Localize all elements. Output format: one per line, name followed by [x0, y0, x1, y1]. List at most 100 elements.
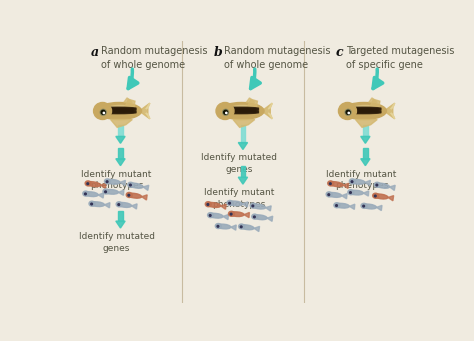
Ellipse shape [220, 108, 259, 111]
Circle shape [91, 203, 92, 205]
Ellipse shape [253, 215, 267, 220]
Circle shape [374, 195, 376, 197]
Polygon shape [143, 185, 149, 190]
Polygon shape [388, 196, 393, 201]
Ellipse shape [329, 182, 343, 187]
Polygon shape [391, 113, 395, 119]
Polygon shape [244, 212, 249, 218]
Ellipse shape [108, 105, 133, 112]
Bar [363, 148, 368, 159]
Ellipse shape [228, 201, 242, 206]
Ellipse shape [229, 212, 244, 217]
Ellipse shape [103, 189, 109, 194]
Ellipse shape [335, 203, 349, 208]
Polygon shape [342, 194, 347, 199]
Polygon shape [120, 180, 126, 186]
Ellipse shape [86, 182, 100, 187]
Polygon shape [391, 103, 395, 109]
Text: c: c [336, 46, 344, 59]
Ellipse shape [206, 203, 221, 207]
Circle shape [223, 109, 228, 115]
Polygon shape [376, 205, 382, 211]
Ellipse shape [216, 103, 234, 119]
Ellipse shape [90, 202, 104, 207]
Ellipse shape [240, 225, 254, 230]
Circle shape [101, 110, 105, 114]
Circle shape [240, 226, 242, 228]
Ellipse shape [129, 183, 143, 188]
Circle shape [252, 205, 254, 207]
Polygon shape [238, 143, 247, 149]
Polygon shape [246, 99, 257, 110]
Text: Targeted mutagenesis
of specific gene: Targeted mutagenesis of specific gene [346, 46, 455, 70]
Circle shape [103, 112, 105, 114]
Circle shape [226, 112, 227, 114]
Bar [118, 125, 123, 136]
Ellipse shape [250, 203, 256, 208]
Bar [118, 211, 123, 221]
Polygon shape [132, 204, 137, 209]
Text: Random mutagenesis
of whole genome: Random mutagenesis of whole genome [101, 46, 208, 70]
Ellipse shape [374, 182, 380, 187]
Circle shape [217, 225, 219, 227]
Ellipse shape [215, 223, 221, 228]
Polygon shape [118, 190, 124, 195]
Polygon shape [356, 119, 377, 127]
Polygon shape [343, 183, 349, 189]
Text: Identify mutated
genes: Identify mutated genes [79, 232, 155, 253]
Ellipse shape [104, 190, 118, 194]
Circle shape [207, 204, 209, 205]
Ellipse shape [98, 112, 136, 114]
Ellipse shape [343, 112, 381, 114]
Polygon shape [124, 99, 135, 110]
Circle shape [230, 213, 232, 215]
Ellipse shape [350, 179, 365, 184]
Bar [363, 125, 368, 136]
Ellipse shape [362, 204, 376, 209]
Circle shape [346, 110, 350, 114]
Ellipse shape [85, 181, 91, 186]
Circle shape [118, 204, 119, 205]
Circle shape [87, 183, 89, 184]
Ellipse shape [227, 201, 233, 206]
Ellipse shape [219, 103, 264, 119]
Polygon shape [233, 119, 255, 127]
Ellipse shape [334, 203, 340, 208]
Polygon shape [146, 113, 150, 119]
Circle shape [229, 202, 230, 204]
Polygon shape [349, 204, 355, 209]
Ellipse shape [228, 211, 235, 216]
Ellipse shape [349, 190, 363, 195]
Polygon shape [242, 202, 248, 207]
Ellipse shape [128, 182, 134, 187]
Bar [241, 166, 245, 177]
Circle shape [100, 109, 106, 115]
Circle shape [345, 109, 351, 115]
Text: Identify mutated
genes: Identify mutated genes [201, 153, 277, 174]
Ellipse shape [343, 110, 381, 112]
Ellipse shape [349, 179, 356, 184]
Circle shape [351, 181, 353, 182]
Text: b: b [213, 46, 222, 59]
Ellipse shape [104, 179, 110, 184]
Polygon shape [142, 195, 147, 200]
Polygon shape [104, 203, 110, 208]
Ellipse shape [98, 107, 136, 109]
Ellipse shape [252, 214, 258, 219]
Polygon shape [369, 98, 377, 103]
Circle shape [376, 184, 378, 186]
Ellipse shape [342, 103, 386, 119]
Circle shape [363, 205, 365, 207]
Ellipse shape [97, 103, 142, 119]
Circle shape [350, 192, 351, 193]
Ellipse shape [231, 105, 255, 112]
Polygon shape [116, 159, 125, 166]
Circle shape [328, 194, 329, 195]
Ellipse shape [251, 204, 265, 209]
Circle shape [105, 191, 107, 193]
Polygon shape [98, 193, 104, 198]
Circle shape [254, 216, 255, 218]
Polygon shape [363, 191, 369, 196]
Text: Random mutagenesis
of whole genome: Random mutagenesis of whole genome [224, 46, 330, 70]
Polygon shape [116, 136, 125, 143]
